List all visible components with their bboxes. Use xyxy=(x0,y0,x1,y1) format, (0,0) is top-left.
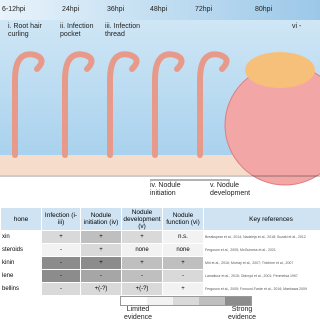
timeline-label: 6-12hpi xyxy=(2,6,26,13)
table-cell: - xyxy=(41,282,81,296)
header-cell: hone xyxy=(0,207,42,231)
stage-label: vi - xyxy=(292,23,302,30)
table-cell: - xyxy=(41,269,81,283)
table-cell: + xyxy=(41,230,81,244)
table-cell: none xyxy=(121,243,163,257)
stage-label: iv. Nodule initiation xyxy=(150,182,181,197)
table-cell: - xyxy=(162,269,204,283)
table-cell: + xyxy=(80,230,122,244)
reference-cell: Ferguson et al., 2005; McGuiness et al.,… xyxy=(203,243,320,257)
header-cell: Nodule initiation (iv) xyxy=(80,207,122,231)
reference-cell: Ferguson et al., 2005; Fonouni-Farde et … xyxy=(203,282,320,296)
table-cell: steroids xyxy=(0,243,42,257)
table-cell: kinin xyxy=(0,256,42,270)
table-cell: + xyxy=(162,256,204,270)
hormone-table: hone Infection (i-iii) Nodule initiation (… xyxy=(0,207,320,296)
nodule-meristem xyxy=(245,52,315,88)
legend-swatch xyxy=(199,297,225,305)
legend-scale xyxy=(120,296,252,306)
table-cell: + xyxy=(80,243,122,257)
stage-label: i. Root hair curling xyxy=(8,23,42,38)
legend-label: Strong evidence xyxy=(227,306,257,320)
legend-label: Limited evidence xyxy=(123,306,153,320)
table-cell: +(-?) xyxy=(80,282,122,296)
header-cell: Nodule development (v) xyxy=(121,207,163,231)
reference-cell: Lamaitour et al., 2015; Oldroyd et al., … xyxy=(203,269,320,283)
legend-swatch xyxy=(147,297,173,305)
table-cell: + xyxy=(162,282,204,296)
timeline-label: 24hpi xyxy=(62,6,80,13)
header-cell: Nodule function (vi) xyxy=(162,207,204,231)
table-cell: +(-?) xyxy=(121,282,163,296)
header-cell: Infection (i-iii) xyxy=(41,207,81,231)
table-cell: + xyxy=(80,256,122,270)
diagram xyxy=(0,0,320,186)
reference-cell: Breakspear et al., 2014; Nadzieja et al.… xyxy=(203,230,320,244)
legend-swatch xyxy=(225,297,251,305)
root-hairs xyxy=(12,51,230,158)
legend-swatch xyxy=(121,297,147,305)
table-cell: none xyxy=(162,243,204,257)
table-cell: lene xyxy=(0,269,42,283)
table-cell: + xyxy=(121,230,163,244)
table-cell: - xyxy=(41,243,81,257)
reference-cell: Miri et al., 2016; Murray et al., 2007; … xyxy=(203,256,320,270)
table-cell: - xyxy=(80,269,122,283)
table-cell: bellins xyxy=(0,282,42,296)
stage-label: iii. Infection thread xyxy=(105,23,141,38)
table-cell: n.s. xyxy=(162,230,204,244)
timeline-label: 36hpi xyxy=(107,6,125,13)
table-cell: + xyxy=(121,256,163,270)
stage-label: ii. Infection pocket xyxy=(60,23,94,38)
timeline-bar xyxy=(0,0,320,20)
legend-swatch xyxy=(173,297,199,305)
timeline-label: 48hpi xyxy=(150,6,168,13)
table-cell: - xyxy=(121,269,163,283)
timeline-label: 80hpi xyxy=(255,6,273,13)
header-cell: Key references xyxy=(203,207,320,231)
timeline-label: 72hpi xyxy=(195,6,213,13)
stage-label: v. Nodule development xyxy=(210,182,251,197)
table-cell: xin xyxy=(0,230,42,244)
table-cell: - xyxy=(41,256,81,270)
